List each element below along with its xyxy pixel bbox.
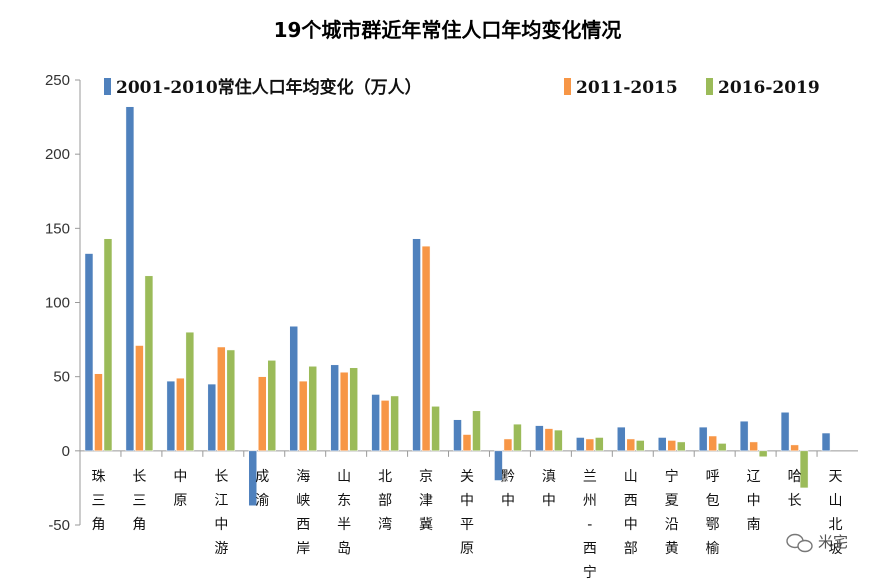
legend-swatch-3 [706, 78, 713, 95]
category-label: 珠三角 [91, 469, 105, 533]
bar-1-4 [207, 383, 217, 452]
bar-2-2 [135, 345, 144, 452]
y-tick-label: 150 [45, 220, 70, 237]
bar-2-9 [421, 245, 431, 452]
bar-3-14 [636, 440, 645, 452]
bar-3-15 [676, 441, 686, 452]
bar-3-11 [513, 423, 522, 452]
bar-1-6 [289, 325, 298, 452]
bar-3-4 [226, 349, 236, 452]
category-label: 长江中游 [214, 469, 228, 557]
y-tick-label: 250 [45, 72, 70, 89]
category-label: 天山北坡 [829, 469, 843, 557]
category-label: 辽中南 [747, 469, 761, 533]
bar-1-3 [166, 380, 176, 452]
category-label: 兰州-西宁 [583, 469, 597, 579]
category-label: 海峡西岸 [296, 469, 310, 557]
bar-1-7 [330, 364, 339, 452]
category-label: 关中平原 [460, 469, 474, 557]
bar-3-9 [431, 406, 440, 452]
bar-3-10 [472, 410, 481, 452]
bar-1-8 [371, 394, 380, 452]
bar-2-7 [339, 371, 349, 452]
bar-3-3 [185, 331, 195, 452]
bar-1-19 [821, 432, 831, 452]
bar-2-1 [94, 373, 103, 452]
bar-2-15 [667, 440, 676, 452]
bar-2-16 [708, 435, 717, 452]
y-tick-label: 0 [62, 443, 70, 460]
legend-swatch-1 [104, 78, 111, 95]
y-tick-label: -50 [48, 517, 70, 534]
bar-1-12 [535, 425, 544, 452]
chart-title: 19个城市群近年常住人口年均变化情况 [273, 18, 622, 42]
y-tick-label: 100 [45, 295, 70, 312]
legend-label-1: 2001-2010常住人口年均变化（万人） [116, 77, 422, 98]
y-tick-label: 50 [53, 369, 70, 386]
bar-2-10 [462, 434, 472, 452]
bar-3-16 [717, 443, 727, 452]
bar-2-18 [790, 444, 799, 452]
bar-1-18 [780, 412, 790, 452]
category-label: 山西中部 [624, 469, 638, 557]
category-label: 中原 [173, 469, 187, 509]
bar-1-14 [617, 426, 626, 452]
chart-legend: 2001-2010常住人口年均变化（万人） 2011-2015 2016-2019 [104, 77, 820, 98]
bar-2-8 [380, 400, 390, 452]
bar-2-13 [585, 438, 595, 452]
watermark-text: 米宅 [818, 533, 848, 551]
bar-3-7 [349, 367, 358, 452]
legend-label-2: 2011-2015 [576, 78, 678, 98]
category-label: 山东半岛 [337, 469, 351, 557]
bar-3-17 [758, 450, 768, 458]
category-label: 滇中 [542, 469, 556, 509]
category-label: 呼包鄂榆 [706, 469, 720, 557]
bar-3-13 [595, 437, 604, 452]
bar-3-2 [144, 275, 154, 452]
bar-1-16 [698, 426, 708, 452]
bar-3-6 [308, 366, 317, 452]
category-label: 宁夏沿黄 [665, 468, 679, 557]
chart-axes [75, 79, 858, 526]
y-tick-labels: -50 0 50 100 150 200 250 [45, 72, 70, 534]
bar-3-12 [554, 429, 563, 452]
bar-1-1 [84, 253, 94, 452]
y-tick-label: 200 [45, 146, 70, 163]
bar-2-3 [176, 377, 185, 452]
category-label: 黔中 [501, 469, 515, 509]
bar-3-5 [267, 360, 277, 452]
bar-1-11 [494, 450, 503, 481]
legend-swatch-2 [564, 78, 571, 95]
bar-2-14 [626, 438, 636, 452]
bar-2-4 [217, 346, 226, 452]
category-label: 北部湾 [378, 469, 392, 533]
bar-2-12 [544, 428, 554, 452]
bar-3-8 [390, 395, 399, 452]
bar-3-1 [103, 238, 113, 452]
bar-2-6 [298, 380, 308, 452]
wechat-icon [786, 533, 813, 553]
category-label: 京津冀 [419, 469, 433, 533]
category-label: 成渝 [255, 469, 269, 509]
chart-bars [84, 106, 831, 506]
bar-2-17 [749, 441, 758, 452]
bar-1-5 [248, 450, 258, 506]
bar-1-10 [453, 419, 462, 452]
category-label: 长三角 [132, 469, 146, 533]
bar-1-13 [576, 437, 585, 452]
category-label: 哈长 [788, 469, 802, 509]
bar-2-11 [503, 438, 513, 452]
bar-1-9 [412, 238, 421, 452]
bar-1-17 [739, 420, 749, 452]
bar-2-5 [258, 376, 267, 452]
bar-1-15 [657, 437, 667, 452]
bar-1-2 [125, 106, 135, 452]
watermark: 米宅 [786, 533, 848, 553]
bar-3-18 [799, 450, 809, 489]
legend-label-3: 2016-2019 [718, 78, 820, 98]
